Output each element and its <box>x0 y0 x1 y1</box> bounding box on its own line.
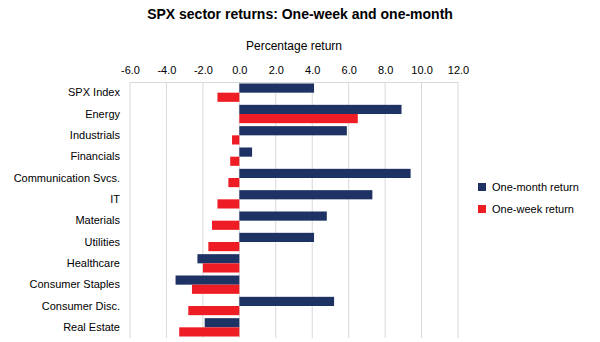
bars <box>176 83 411 336</box>
bar <box>232 135 239 144</box>
bar <box>228 178 239 187</box>
bar <box>203 263 239 272</box>
bar <box>205 318 240 327</box>
y-tick: Financials <box>70 150 130 162</box>
y-tick-label: Utilities <box>85 236 121 248</box>
legend-label: One-week return <box>492 203 574 215</box>
y-tick: Healthcare <box>67 257 130 269</box>
bar <box>176 275 240 284</box>
y-tick: Utilities <box>85 236 130 248</box>
bar <box>239 190 372 199</box>
bar <box>239 233 314 242</box>
x-tick-label: 6.0 <box>342 64 357 76</box>
bar <box>217 93 239 102</box>
plot-area: -6.0 -4.0 -2.0 0.0 2.0 4.0 6.0 8.0 10.0 12.0 SPX I… <box>14 64 470 338</box>
x-tick-label: -6.0 <box>121 64 140 76</box>
y-tick-label: Real Estate <box>63 321 120 333</box>
bar <box>197 254 239 263</box>
x-tick: 2.0 <box>269 64 284 82</box>
y-tick: Consumer Disc. <box>42 300 130 312</box>
x-tick: 12.0 <box>448 64 469 82</box>
x-tick: 10.0 <box>411 64 432 82</box>
chart-container: SPX sector returns: One-week and one-mon… <box>0 0 600 342</box>
bar <box>239 126 347 135</box>
bar <box>239 147 252 156</box>
y-tick: Consumer Staples <box>30 278 131 290</box>
legend-item: One-week return <box>478 203 574 215</box>
x-axis: -6.0 -4.0 -2.0 0.0 2.0 4.0 6.0 8.0 10.0 12.0 <box>121 64 469 83</box>
y-tick: Industrials <box>70 129 130 141</box>
bar <box>212 221 239 230</box>
bar <box>208 242 239 251</box>
grid-line <box>421 82 422 338</box>
grid-line <box>458 82 459 338</box>
y-tick: IT <box>110 193 130 205</box>
grid-line <box>130 82 131 338</box>
x-tick-label: 2.0 <box>269 64 284 76</box>
x-tick: 8.0 <box>378 64 393 82</box>
bar <box>192 285 239 294</box>
bar <box>179 327 239 336</box>
bar <box>188 306 239 315</box>
grid-line <box>385 82 386 338</box>
x-axis-line <box>131 82 459 83</box>
legend: One-month return One-week return <box>478 181 579 215</box>
y-tick-label: Consumer Disc. <box>42 300 120 312</box>
grid-line <box>166 82 167 338</box>
x-axis-label: Percentage return <box>246 39 342 53</box>
bar <box>217 199 239 208</box>
y-tick: SPX Index <box>68 86 130 98</box>
y-tick: Energy <box>85 108 130 120</box>
y-tick: Real Estate <box>63 321 130 333</box>
x-tick-label: 0.0 <box>232 64 247 76</box>
bar <box>239 211 326 220</box>
y-tick-label: Financials <box>70 150 120 162</box>
x-tick: 6.0 <box>342 64 357 82</box>
bar <box>239 83 314 92</box>
x-tick-label: 4.0 <box>305 64 320 76</box>
bar <box>239 114 357 123</box>
y-tick-label: Communication Svcs. <box>14 172 120 184</box>
bar <box>239 297 334 306</box>
y-tick-label: Energy <box>85 108 120 120</box>
y-tick-label: Materials <box>75 214 120 226</box>
grid <box>130 82 458 338</box>
bar-series <box>179 93 358 337</box>
bar <box>239 169 410 178</box>
bar <box>230 157 239 166</box>
x-tick: -6.0 <box>121 64 140 82</box>
x-tick-label: 12.0 <box>448 64 469 76</box>
y-tick-label: Healthcare <box>67 257 120 269</box>
chart-svg: SPX sector returns: One-week and one-mon… <box>0 0 600 342</box>
x-tick-label: -4.0 <box>157 64 176 76</box>
x-tick: 0.0 <box>232 64 247 82</box>
x-tick: -4.0 <box>157 64 176 82</box>
y-axis: SPX Index Energy Industrials Financials Comm… <box>14 86 130 333</box>
bar-series <box>176 83 411 327</box>
y-tick: Communication Svcs. <box>14 172 130 184</box>
y-tick-label: IT <box>110 193 120 205</box>
legend-item: One-month return <box>478 181 579 193</box>
x-tick-label: -2.0 <box>194 64 213 76</box>
x-tick-label: 10.0 <box>411 64 432 76</box>
chart-title: SPX sector returns: One-week and one-mon… <box>147 6 453 22</box>
grid-line <box>202 82 203 338</box>
legend-swatch <box>478 205 486 213</box>
y-tick-label: Industrials <box>70 129 121 141</box>
y-tick-label: SPX Index <box>68 86 120 98</box>
bar <box>239 105 401 114</box>
legend-swatch <box>478 183 486 191</box>
x-tick: 4.0 <box>305 64 320 82</box>
y-tick: Materials <box>75 214 130 226</box>
legend-label: One-month return <box>492 181 579 193</box>
y-tick-label: Consumer Staples <box>30 278 121 290</box>
x-tick-label: 8.0 <box>378 64 393 76</box>
x-tick: -2.0 <box>194 64 213 82</box>
